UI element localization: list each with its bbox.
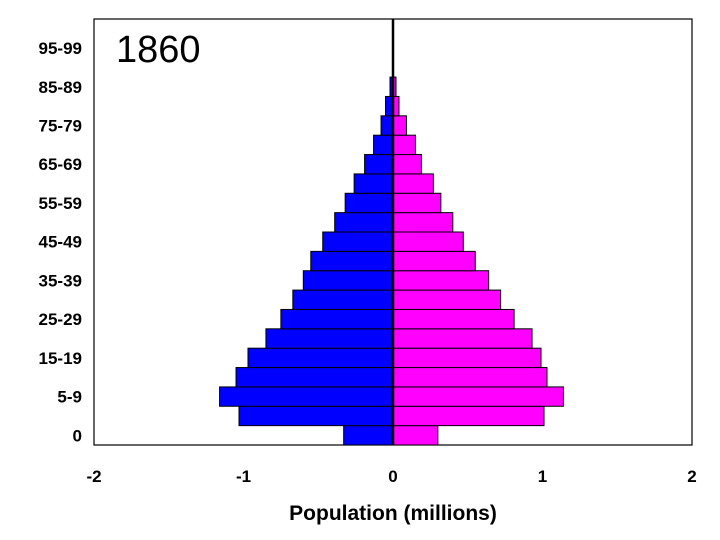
bar-left-5-9 (219, 386, 394, 407)
bar-left-65-69 (364, 154, 394, 175)
bar-right-60-64 (392, 173, 434, 194)
bar-left-50-54 (334, 212, 394, 233)
x-tick-label: -1 (236, 467, 251, 486)
x-tick-label: 2 (687, 467, 696, 486)
bar-right-40-44 (392, 250, 476, 272)
bar-left-20-24 (265, 328, 394, 349)
bar-left-75-79 (380, 115, 394, 136)
y-tick-label: 5-9 (57, 388, 82, 407)
bar-right-30-34 (392, 289, 502, 310)
bar-right-45-49 (392, 231, 464, 252)
bar-left-1-4 (238, 405, 394, 427)
bar-left-30-34 (292, 289, 394, 310)
bar-right-25-29 (392, 308, 515, 330)
bars-group (219, 76, 564, 446)
y-tick-label: 75-79 (39, 117, 82, 136)
y-tick-label: 95-99 (39, 39, 82, 58)
bar-right-55-59 (392, 192, 442, 214)
bar-right-20-24 (392, 328, 533, 349)
chart-title: 1860 (116, 29, 201, 71)
bar-right-1-4 (392, 405, 545, 427)
y-tick-label: 25-29 (39, 310, 82, 329)
bar-right-0 (392, 425, 439, 446)
bar-left-0 (343, 425, 394, 446)
bar-left-15-19 (247, 347, 394, 369)
x-tick-labels: -2 -1 0 1 2 (86, 467, 696, 486)
y-tick-label: 35-39 (39, 271, 82, 290)
bar-right-70-74 (392, 134, 416, 156)
bar-left-55-59 (344, 192, 394, 214)
y-tick-label: 15-19 (39, 349, 82, 368)
x-tick-label: 0 (388, 467, 397, 486)
y-tick-labels: 0 5-9 15-19 25-29 35-39 45-49 55-59 65-69 75-79 8… (39, 39, 82, 445)
y-tick-label: 55-59 (39, 194, 82, 213)
y-tick-label: 45-49 (39, 233, 82, 252)
bar-left-70-74 (373, 134, 394, 156)
x-axis-title: Population (millions) (289, 502, 497, 525)
y-tick-label: 0 (73, 426, 82, 445)
bar-right-50-54 (392, 212, 454, 233)
bar-left-60-64 (353, 173, 394, 194)
y-tick-label: 65-69 (39, 155, 82, 174)
bar-left-45-49 (322, 231, 394, 252)
bar-left-10-14 (235, 367, 394, 388)
bar-right-10-14 (392, 367, 548, 388)
bar-left-25-29 (280, 308, 394, 330)
bar-left-40-44 (310, 250, 394, 272)
bar-right-35-39 (392, 270, 490, 291)
bar-right-65-69 (392, 154, 422, 175)
x-tick-label: 1 (538, 467, 547, 486)
bar-right-75-79 (392, 115, 407, 136)
bar-left-35-39 (302, 270, 394, 291)
y-tick-label: 85-89 (39, 78, 82, 97)
bar-right-5-9 (392, 386, 564, 407)
bar-right-15-19 (392, 347, 542, 369)
x-tick-label: -2 (86, 467, 101, 486)
